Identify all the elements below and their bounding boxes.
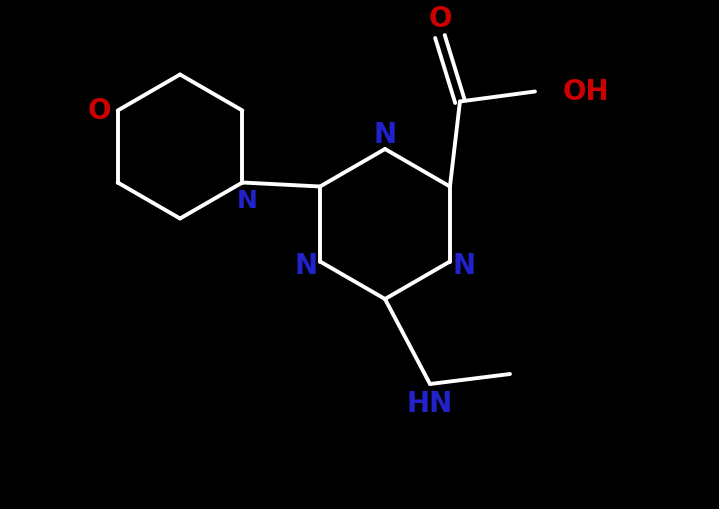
- Text: N: N: [373, 121, 397, 149]
- Text: N: N: [452, 252, 475, 280]
- Text: O: O: [88, 97, 111, 125]
- Text: O: O: [429, 5, 452, 33]
- Text: N: N: [295, 252, 318, 280]
- Text: OH: OH: [563, 77, 610, 105]
- Text: N: N: [237, 188, 258, 212]
- Text: HN: HN: [407, 390, 453, 418]
